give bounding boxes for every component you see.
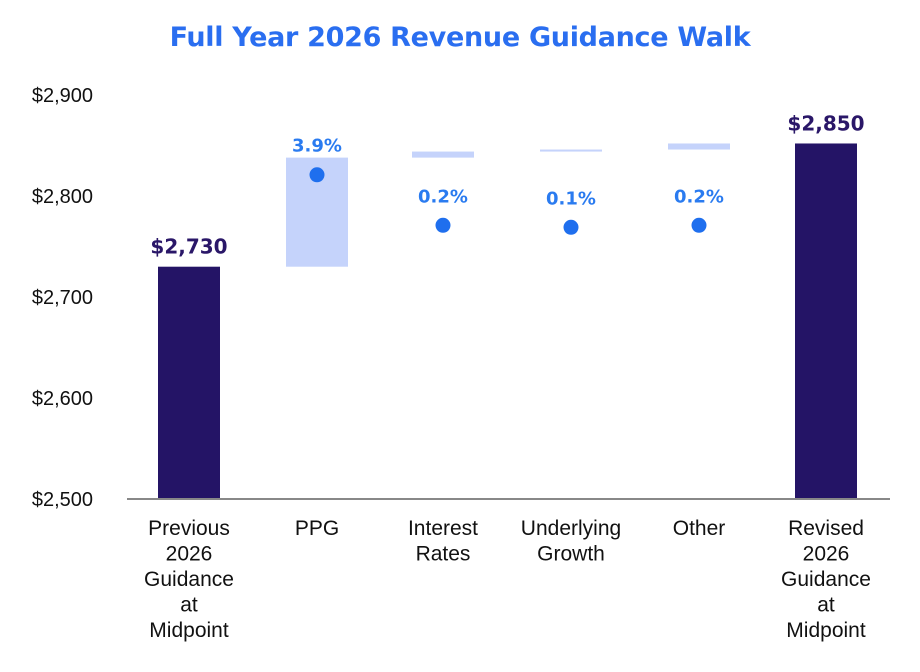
percent-label: 0.2% (674, 186, 724, 207)
value-labels: $2,730 3.9% 0.2% 0.1% 0.2% $2,850 (150, 111, 864, 258)
marker-dot (309, 167, 325, 183)
bars (158, 143, 857, 500)
category-label-line: Guidance (144, 568, 234, 591)
category-label-line: Revised (788, 517, 864, 540)
category-label-line: at (180, 594, 198, 617)
total-value-label: $2,850 (787, 111, 864, 135)
category-label-line: Rates (416, 543, 471, 566)
y-axis-ticks: $2,500 $2,600 $2,700 $2,800 $2,900 (32, 85, 93, 511)
y-tick-label: $2,900 (32, 85, 93, 107)
marker-dot (435, 217, 451, 233)
marker-dot (691, 217, 707, 233)
category-label: Revised 2026 Guidance at Midpoint (781, 517, 871, 642)
y-tick-label: $2,600 (32, 388, 93, 410)
category-label-line: Midpoint (786, 619, 866, 642)
category-label-line: Guidance (781, 568, 871, 591)
category-label-line: 2026 (166, 543, 213, 566)
category-label-line: Growth (537, 543, 605, 566)
category-label-line: Underlying (521, 517, 621, 540)
percent-label: 0.2% (418, 186, 468, 207)
y-tick-label: $2,500 (32, 489, 93, 511)
category-label-line: Interest (408, 517, 478, 540)
category-label-line: Midpoint (149, 619, 229, 642)
step-bar (668, 143, 730, 150)
category-label: PPG (295, 517, 339, 540)
total-value-label: $2,730 (150, 235, 227, 259)
markers (309, 167, 707, 235)
category-label-line: 2026 (803, 543, 850, 566)
total-bar (158, 266, 220, 499)
category-label: Other (673, 517, 726, 540)
step-bar (412, 151, 474, 158)
y-tick-label: $2,700 (32, 287, 93, 309)
category-label-line: PPG (295, 517, 339, 540)
category-label-line: Previous (148, 517, 230, 540)
category-label: Interest Rates (408, 517, 478, 566)
category-label-line: at (817, 594, 835, 617)
category-label: Previous 2026 Guidance at Midpoint (144, 517, 234, 642)
y-tick-label: $2,800 (32, 186, 93, 208)
category-label: Underlying Growth (521, 517, 621, 566)
step-bar (540, 149, 602, 152)
percent-label: 0.1% (546, 188, 596, 209)
total-bar (795, 143, 857, 500)
chart-title: Full Year 2026 Revenue Guidance Walk (169, 22, 751, 53)
category-label-line: Other (673, 517, 726, 540)
marker-dot (563, 219, 579, 235)
percent-label: 3.9% (292, 136, 342, 157)
